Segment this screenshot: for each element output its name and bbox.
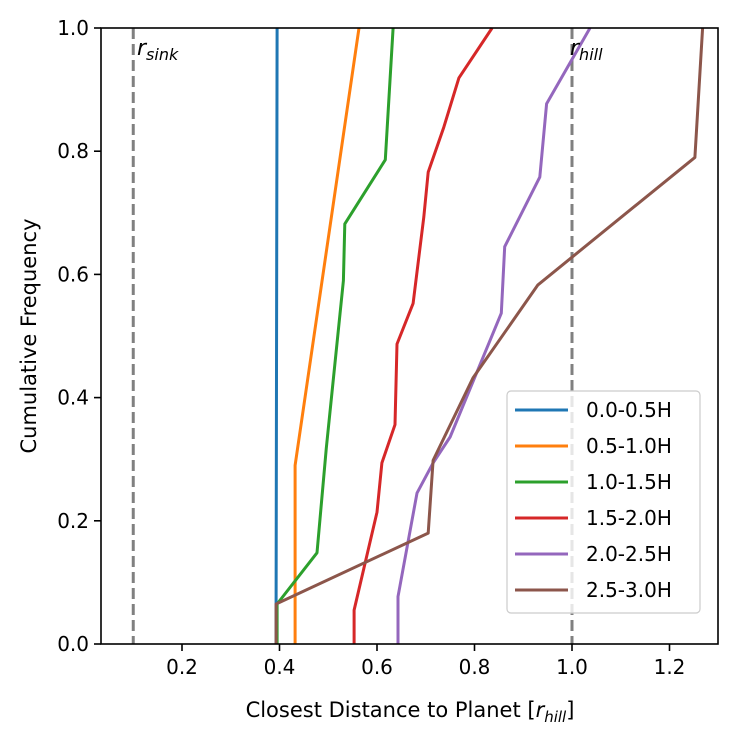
legend-item: 2.0-2.5H [515, 542, 672, 566]
legend: 0.0-0.5H 0.5-1.0H 1.0-1.5H 1.5-2.0H 2.0-2.5H… [506, 390, 701, 614]
legend-label: 0.5-1.0H [586, 434, 672, 458]
x-tick-label: 1.2 [654, 655, 686, 679]
reference-lines [131, 28, 574, 644]
y-axis-label: Cumulative Frequency [17, 218, 41, 453]
legend-label: 2.5-3.0H [586, 578, 672, 602]
series-line-0.5-1.0H [293, 27, 361, 644]
series-line-1.0-1.5H [275, 27, 395, 644]
plot-frame [100, 27, 719, 645]
series-line-1.5-2.0H [352, 27, 494, 644]
series-line-2.5-3.0H [274, 27, 705, 644]
y-tick-label: 0.6 [57, 262, 89, 286]
y-tick-label: 1.0 [57, 16, 89, 40]
legend-label: 2.0-2.5H [586, 542, 672, 566]
x-axis-label: Closest Distance to Planet [rhill] [246, 698, 575, 726]
y-tick-label: 0.8 [57, 139, 89, 163]
x-tick-label: 0.8 [459, 655, 491, 679]
r-hill-label: rhill [570, 36, 603, 64]
legend-item: 0.0-0.5H [515, 398, 672, 422]
legend-item: 1.5-2.0H [515, 506, 672, 530]
legend-item: 0.5-1.0H [515, 434, 672, 458]
r-sink-label: rsink [137, 36, 179, 64]
series-lines [274, 27, 705, 644]
legend-item: 2.5-3.0H [515, 578, 672, 602]
series-line-0.0-0.5H [274, 27, 279, 644]
legend-label: 1.5-2.0H [586, 506, 672, 530]
legend-item: 1.0-1.5H [515, 470, 672, 494]
y-tick-label: 0.0 [57, 632, 89, 656]
x-tick-label: 1.0 [556, 655, 588, 679]
x-tick-label: 0.2 [166, 655, 198, 679]
legend-label: 1.0-1.5H [586, 470, 672, 494]
y-tick-label: 0.2 [57, 509, 89, 533]
x-tick-label: 0.6 [361, 655, 393, 679]
y-axis-ticks: 0.0 0.2 0.4 0.6 0.8 1.0 [57, 16, 101, 656]
legend-label: 0.0-0.5H [586, 398, 672, 422]
x-axis-ticks: 0.2 0.4 0.6 0.8 1.0 1.2 [166, 644, 685, 679]
x-tick-label: 0.4 [264, 655, 296, 679]
y-tick-label: 0.4 [57, 386, 89, 410]
